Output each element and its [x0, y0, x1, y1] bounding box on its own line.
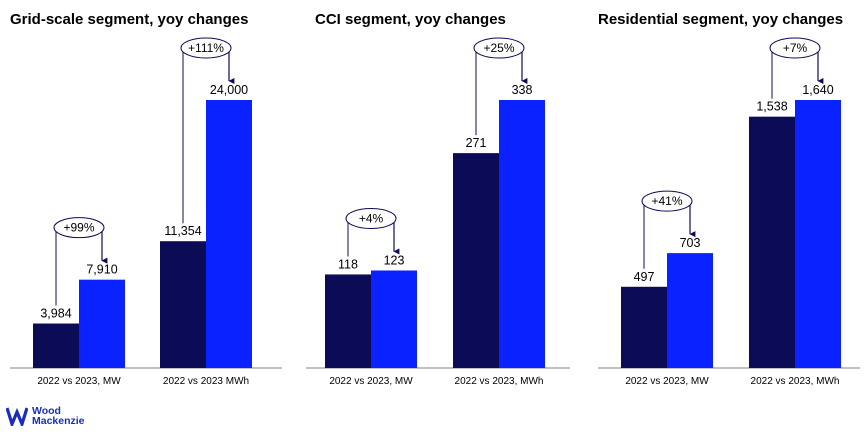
- change-ellipse: [473, 37, 525, 59]
- change-ellipse: [641, 190, 693, 212]
- bar-2023: [79, 279, 125, 368]
- bar-2022: [33, 323, 79, 368]
- bar-2023: [206, 100, 252, 368]
- bar-value-label: 703: [680, 236, 701, 250]
- change-ellipse: [180, 37, 232, 59]
- bar-value-label: 338: [512, 83, 533, 97]
- change-label: +99%: [63, 221, 94, 235]
- bar-value-label: 118: [338, 257, 358, 271]
- bar-value-label: 271: [466, 136, 487, 150]
- category-label: 2022 vs 2023, MWh: [751, 376, 840, 387]
- bar-value-label: 123: [384, 253, 405, 267]
- bar-2023: [371, 270, 417, 368]
- bar-2023: [667, 253, 713, 368]
- change-ellipse: [345, 207, 397, 229]
- logo-text-line1: Wood: [32, 405, 61, 417]
- bar-2022: [325, 274, 371, 368]
- change-label: +111%: [188, 41, 224, 55]
- change-ellipse: [769, 37, 821, 59]
- bar-2022: [621, 286, 667, 368]
- bar-2022: [749, 116, 795, 368]
- change-label: +41%: [651, 194, 682, 208]
- chart-title: Residential segment, yoy changes: [598, 11, 843, 28]
- category-label: 2022 vs 2023, MW: [329, 376, 413, 387]
- category-label: 2022 vs 2023, MW: [37, 376, 121, 387]
- bar-value-label: 1,538: [756, 100, 787, 114]
- bar-value-label: 497: [634, 270, 655, 284]
- category-label: 2022 vs 2023 MWh: [163, 376, 249, 387]
- chart-title: CCI segment, yoy changes: [315, 11, 506, 28]
- logo-text-line2: Mackenzie: [32, 415, 85, 427]
- bar-2022: [453, 153, 499, 368]
- bar-value-label: 24,000: [210, 83, 248, 97]
- change-ellipse: [53, 217, 105, 239]
- bar-2023: [795, 100, 841, 368]
- bar-2023: [499, 100, 545, 368]
- wood-mackenzie-logo-icon: [6, 407, 28, 426]
- bar-value-label: 1,640: [802, 83, 833, 97]
- wood-mackenzie-logo: Wood Mackenzie: [6, 406, 85, 426]
- logo-text: Wood Mackenzie: [32, 405, 85, 427]
- bar-value-label: 7,910: [86, 263, 117, 277]
- change-label: +4%: [359, 211, 384, 225]
- category-label: 2022 vs 2023, MWh: [455, 376, 544, 387]
- change-label: +25%: [483, 41, 514, 55]
- bar-2022: [160, 241, 206, 368]
- chart-title: Grid-scale segment, yoy changes: [10, 11, 248, 28]
- category-label: 2022 vs 2023, MW: [625, 376, 709, 387]
- bar-value-label: 3,984: [40, 307, 71, 321]
- bar-value-label: 11,354: [164, 224, 201, 238]
- change-label: +7%: [783, 41, 808, 55]
